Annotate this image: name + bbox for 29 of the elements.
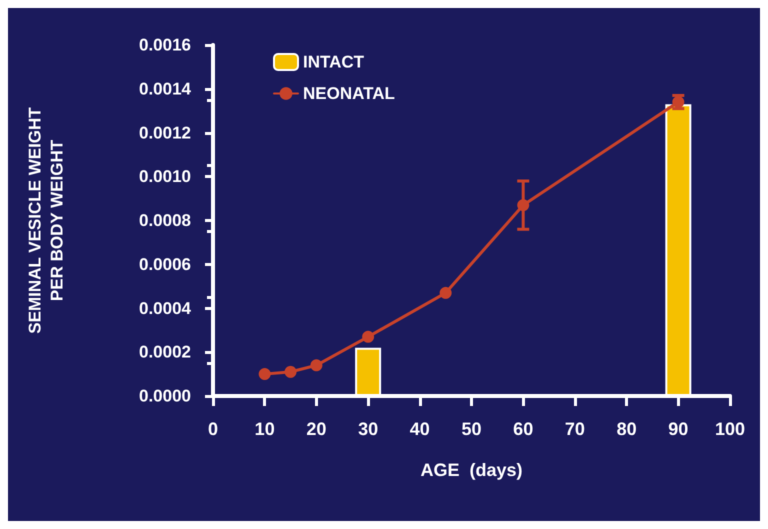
- y-axis-title: SEMINAL VESICLE WEIGHT PER BODY WEIGHT: [26, 106, 66, 334]
- x-tick-label: 10: [254, 419, 275, 439]
- point: [362, 330, 374, 343]
- x-tick-label: 80: [616, 419, 637, 439]
- y-tick-label: 0.0010: [139, 167, 191, 186]
- y-tick-label: 0.0016: [139, 36, 191, 54]
- y-tick-label: 0.0002: [139, 342, 191, 362]
- point: [258, 368, 271, 380]
- point: [440, 286, 452, 299]
- x-tick-label: 70: [564, 419, 585, 439]
- x-tick-label: 20: [306, 419, 326, 439]
- y-tick-label: 0.0006: [139, 254, 191, 274]
- x-axis-title: AGE (days): [420, 460, 523, 480]
- y-tick-label: 0.0004: [139, 298, 192, 318]
- y-tick-label: 0.0000: [139, 386, 191, 406]
- x-tick-label: 90: [668, 419, 688, 439]
- x-tick-label: 0: [208, 419, 218, 439]
- y-tick-label: 0.0014: [139, 79, 192, 98]
- point: [284, 366, 297, 378]
- x-tick-label: 50: [461, 419, 482, 439]
- legend-label: NEONATAL: [303, 84, 395, 103]
- x-tick-label: 40: [410, 419, 430, 439]
- y-tick-label: 0.0008: [139, 211, 191, 230]
- x-tick-label: 60: [513, 419, 534, 439]
- x-tick-label: 30: [358, 419, 378, 439]
- point: [310, 359, 322, 372]
- x-tick-label: 100: [714, 419, 746, 439]
- y-tick-label: 0.0012: [139, 123, 191, 142]
- legend-label: INTACT: [303, 52, 365, 72]
